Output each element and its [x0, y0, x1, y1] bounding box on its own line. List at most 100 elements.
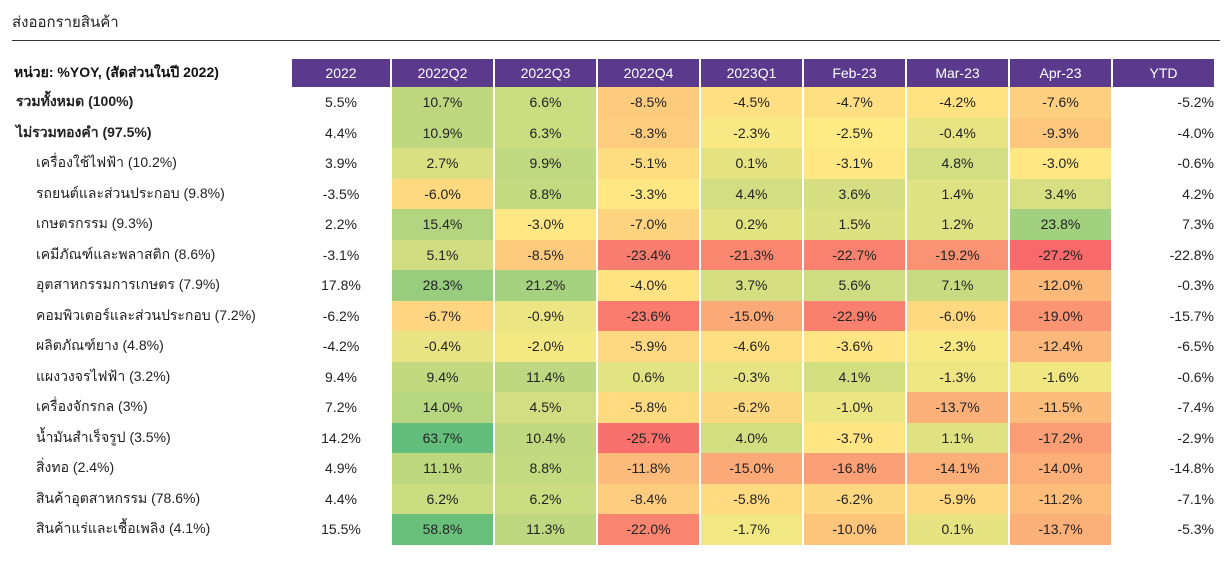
value-cell: -14.8% [1169, 460, 1214, 477]
heatmap-cell: -23.4% [598, 239, 699, 270]
heatmap-cell: 1.5% [804, 209, 905, 240]
heatmap-cell: -14.1% [907, 453, 1008, 484]
row-label: เกษตรกรรม (9.3%) [36, 215, 153, 232]
row-label: รถยนต์และส่วนประกอบ (9.8%) [36, 184, 225, 201]
heatmap-cell: 4.5% [495, 392, 596, 423]
heatmap-cell: -4.0% [598, 270, 699, 301]
heatmap-cell: 3.7% [701, 270, 802, 301]
value-cell: -22.8% [1169, 246, 1214, 263]
value-cell: -15.7% [1169, 307, 1214, 324]
table-row: เกษตรกรรม (9.3%) 2.2% 15.4% -3.0% -7.0% 0.2% 1… [14, 209, 1214, 240]
heatmap-cell: 4.1% [804, 361, 905, 392]
heatmap-cell: -13.7% [907, 392, 1008, 423]
heatmap-cell: -3.1% [804, 148, 905, 179]
heatmap-cell: -5.1% [598, 148, 699, 179]
value-cell: -0.6% [1177, 155, 1214, 172]
unit-label: หน่วย: %YOY, (สัดส่วนในปี 2022) [14, 64, 219, 80]
heatmap-cell: -22.7% [804, 239, 905, 270]
heatmap-cell: -6.2% [804, 483, 905, 514]
value-cell: 4.2% [1182, 185, 1214, 202]
table-row: เคมีภัณฑ์และพลาสติก (8.6%) -3.1% 5.1% -8.5%… [14, 239, 1214, 270]
heatmap-cell: -9.3% [1010, 117, 1111, 148]
heatmap-cell: -0.3% [701, 361, 802, 392]
heatmap-cell: 0.6% [598, 361, 699, 392]
heatmap-cell: -8.3% [598, 117, 699, 148]
heatmap-cell: -5.9% [907, 483, 1008, 514]
heatmap-cell: -10.0% [804, 514, 905, 545]
value-cell: 14.2% [321, 429, 361, 446]
heatmap-cell: -21.3% [701, 239, 802, 270]
column-header: 2022Q2 [392, 59, 493, 87]
table-row: เครื่องจักรกล (3%) 7.2% 14.0% 4.5% -5.8% -6.2… [14, 392, 1214, 423]
heatmap-cell: -2.3% [907, 331, 1008, 362]
heatmap-cell: 58.8% [392, 514, 493, 545]
heatmap-cell: 7.1% [907, 270, 1008, 301]
value-cell: -3.1% [322, 246, 360, 263]
value-cell: -5.2% [1177, 94, 1214, 111]
row-label: เครื่องใช้ไฟฟ้า (10.2%) [36, 154, 177, 171]
heatmap-cell: -13.7% [1010, 514, 1111, 545]
value-cell: -6.2% [322, 307, 360, 324]
value-cell: 5.5% [325, 94, 357, 111]
value-cell: 4.4% [325, 490, 357, 507]
heatmap-cell: 3.4% [1010, 178, 1111, 209]
value-cell: 4.4% [325, 124, 357, 141]
heatmap-cell: -12.0% [1010, 270, 1111, 301]
heatmap-cell: -14.0% [1010, 453, 1111, 484]
value-cell: -6.5% [1177, 338, 1214, 355]
value-cell: 17.8% [321, 277, 361, 294]
heatmap-cell: 9.9% [495, 148, 596, 179]
heatmap-cell: -3.7% [804, 422, 905, 453]
row-label: เคมีภัณฑ์และพลาสติก (8.6%) [36, 245, 216, 262]
column-header: 2022Q3 [495, 59, 596, 87]
title-divider [12, 40, 1220, 41]
heatmap-cell: 0.1% [701, 148, 802, 179]
table-row: สินค้าแร่และเชื้อเพลิง (4.1%) 15.5% 58.8% 1… [14, 514, 1214, 545]
heatmap-cell: 0.1% [907, 514, 1008, 545]
page-title: ส่งออกรายสินค้า [12, 14, 119, 31]
heatmap-cell: -23.6% [598, 300, 699, 331]
heatmap-cell: 63.7% [392, 422, 493, 453]
heatmap-cell: 4.0% [701, 422, 802, 453]
table-row: สินค้าอุตสาหกรรม (78.6%) 4.4% 6.2% 6.2% -8.4… [14, 483, 1214, 514]
value-cell: -0.3% [1177, 277, 1214, 294]
heatmap-cell: 10.7% [392, 87, 493, 118]
table-row: รวมทั้งหมด (100%) 5.5% 10.7% 6.6% -8.5% -4.5%… [14, 87, 1214, 118]
heatmap-cell: -11.5% [1010, 392, 1111, 423]
value-cell: 15.5% [321, 521, 361, 538]
heatmap-cell: 28.3% [392, 270, 493, 301]
heatmap-cell: 2.7% [392, 148, 493, 179]
heatmap-cell: -15.0% [701, 300, 802, 331]
heatmap-cell: -7.6% [1010, 87, 1111, 118]
heatmap-cell: 9.4% [392, 361, 493, 392]
heatmap-cell: 8.8% [495, 453, 596, 484]
heatmap-cell: -2.5% [804, 117, 905, 148]
table-row: ไม่รวมทองคำ (97.5%) 4.4% 10.9% 6.3% -8.3% -2.… [14, 117, 1214, 148]
heatmap-cell: 1.2% [907, 209, 1008, 240]
value-cell: -3.5% [322, 185, 360, 202]
table-body: รวมทั้งหมด (100%) 5.5% 10.7% 6.6% -8.5% -4.5%… [14, 87, 1214, 545]
heatmap-cell: -22.0% [598, 514, 699, 545]
heatmap-cell: -1.3% [907, 361, 1008, 392]
heatmap-cell: 14.0% [392, 392, 493, 423]
heatmap-cell: -7.0% [598, 209, 699, 240]
value-cell: -0.6% [1177, 368, 1214, 385]
heatmap-cell: -27.2% [1010, 239, 1111, 270]
heatmap-cell: 6.6% [495, 87, 596, 118]
column-header: Feb-23 [804, 59, 905, 87]
row-label: ไม่รวมทองคำ (97.5%) [16, 123, 152, 140]
heatmap-cell: -1.6% [1010, 361, 1111, 392]
heatmap-cell: -6.0% [907, 300, 1008, 331]
heatmap-cell: -19.0% [1010, 300, 1111, 331]
value-cell: -4.2% [322, 338, 360, 355]
value-cell: -5.3% [1177, 521, 1214, 538]
heatmap-cell: 15.4% [392, 209, 493, 240]
column-header: 2022 [292, 59, 390, 87]
heatmap-cell: 4.4% [701, 178, 802, 209]
heatmap-cell: -16.8% [804, 453, 905, 484]
heatmap-cell: -11.8% [598, 453, 699, 484]
row-label: รวมทั้งหมด (100%) [16, 93, 134, 110]
row-label: เครื่องจักรกล (3%) [36, 398, 148, 415]
table-row: คอมพิวเตอร์และส่วนประกอบ (7.2%) -6.2% -6.7… [14, 300, 1214, 331]
heatmap-cell: -6.2% [701, 392, 802, 423]
